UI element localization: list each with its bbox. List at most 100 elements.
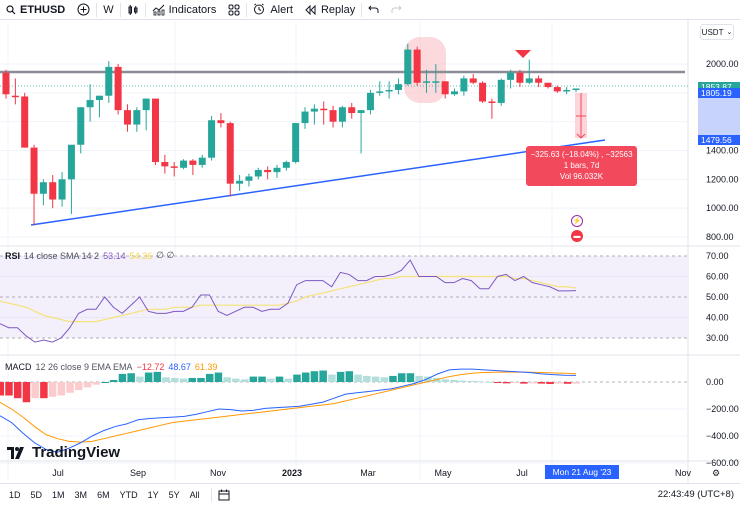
candle-body [30,147,38,194]
macd-histogram-bar [144,372,153,382]
candle-body [525,78,533,83]
macd-histogram-bar [293,374,301,382]
time-tick: 2023 [282,468,302,478]
time-tick: May [434,468,452,478]
macd-line [0,368,577,453]
candle-body [553,87,561,92]
crosshair-date: Mon 21 Aug '23 [552,467,612,477]
tradingview-logo[interactable]: TradingView [7,444,120,461]
currency-selector[interactable]: USDT ⌄ [700,24,734,40]
candle-body [301,111,309,124]
range-ytd[interactable]: YTD [119,489,138,500]
range-1y[interactable]: 1Y [147,489,159,500]
candle-body [39,182,47,194]
macd-histogram-bar [284,378,292,382]
settings-icon: ⚙ [712,468,720,478]
macd-histogram-bar [555,382,563,384]
redo-button[interactable] [385,0,408,20]
measure-tooltip: −325.63 (−18.04%) , −32563 1 bars, 7d Vo… [526,146,637,186]
macd-tick: −200.00 [706,404,739,414]
top-toolbar: ETHUSD W Indicators Alert Replay [0,0,740,20]
time-tick: Nov [675,468,692,478]
symbol-search[interactable]: ETHUSD [0,0,71,20]
divider [210,487,212,502]
rsi-sma-value: 54.36 [129,250,153,261]
candle-body [105,66,113,96]
candle-body [563,89,571,92]
macd-histogram-bar [22,382,31,403]
candle-body [245,176,253,181]
macd-histogram-bar [528,382,537,384]
alert-button[interactable]: Alert [247,0,299,20]
macd-histogram-bar [363,375,371,382]
measure-bars: 1 bars, 7d [563,161,600,170]
macd-histogram-bar [205,373,214,382]
candle-body [217,120,225,124]
rsi-line [0,259,577,343]
range-3m[interactable]: 3M [74,489,88,500]
measure-change: −325.63 (−18.04%) , −32563 [530,150,633,159]
price-tick: 1000.00 [706,203,739,213]
goto-date-icon[interactable] [218,489,230,501]
macd-histogram-bar [520,382,528,384]
macd-histogram-bar [301,372,310,382]
macd-histogram-bar [127,373,135,382]
candle-body [95,95,103,101]
chart-canvas[interactable]: 2000.001800.001600.001400.001200.001000.… [0,20,740,483]
indicators-button[interactable]: Indicators [146,0,223,20]
candle-body [357,110,365,114]
range-1m[interactable]: 1M [52,489,65,500]
replay-button[interactable]: Replay [299,0,361,20]
macd-histogram-bar [493,382,502,383]
macd-histogram-bar [5,382,13,396]
macd-histogram-bar [459,380,467,382]
range-5y[interactable]: 5Y [168,489,180,500]
measure-volume: Vol 96.032K [559,172,604,181]
candle-body [67,144,75,180]
macd-legend[interactable]: MACD 12 26 close 9 EMA EMA −12.72 48.67 … [5,362,217,372]
macd-histogram-bar [48,382,57,397]
macd-histogram-bar [450,379,458,382]
add-symbol-icon [77,3,90,16]
layout-button[interactable] [222,0,246,20]
candle-body [114,66,122,111]
undo-button[interactable] [362,0,385,20]
macd-hist-value: −12.72 [136,362,165,372]
macd-title: MACD [5,362,32,372]
candle-body [86,100,94,108]
rsi-tick: 60.00 [706,272,729,282]
candle-body [460,78,468,92]
macd-histogram-bar [380,377,388,382]
compare-symbol-button[interactable] [71,0,96,20]
range-all[interactable]: All [189,489,200,500]
range-6m[interactable]: 6M [97,489,110,500]
chart-type-button[interactable] [121,0,145,20]
candle-body [394,84,402,90]
ascending-trendline [30,139,606,226]
candle-body [310,108,318,112]
rsi-legend[interactable]: RSI 14 close SMA 14 2 53.14 54.36 ∅ ∅ [5,250,174,261]
macd-histogram-bar [389,375,397,382]
macd-tick: −400.00 [706,431,739,441]
range-1d[interactable]: 1D [9,489,21,500]
macd-histogram-bar [336,371,345,382]
lightning-event-icon[interactable]: ⚡ [571,215,583,227]
macd-histogram-bar [572,382,580,384]
candle-body [451,91,459,95]
candle-body [58,179,66,200]
redo-icon [391,5,402,14]
symbol-name: ETHUSD [20,3,66,16]
macd-tick: −600.00 [706,458,739,468]
candle-body [142,98,150,111]
measure-axis-highlight [698,92,740,139]
replay-icon [305,4,317,15]
candle-body [348,107,356,114]
candle-body [572,88,580,91]
candle-body [77,107,85,145]
range-5d[interactable]: 5D [30,489,43,500]
candle-body [338,107,346,122]
us-flag-event-icon[interactable]: ▬ [571,230,583,242]
macd-histogram-bar [397,373,406,382]
interval-button[interactable]: W [97,0,119,20]
macd-histogram-bar [13,382,22,399]
